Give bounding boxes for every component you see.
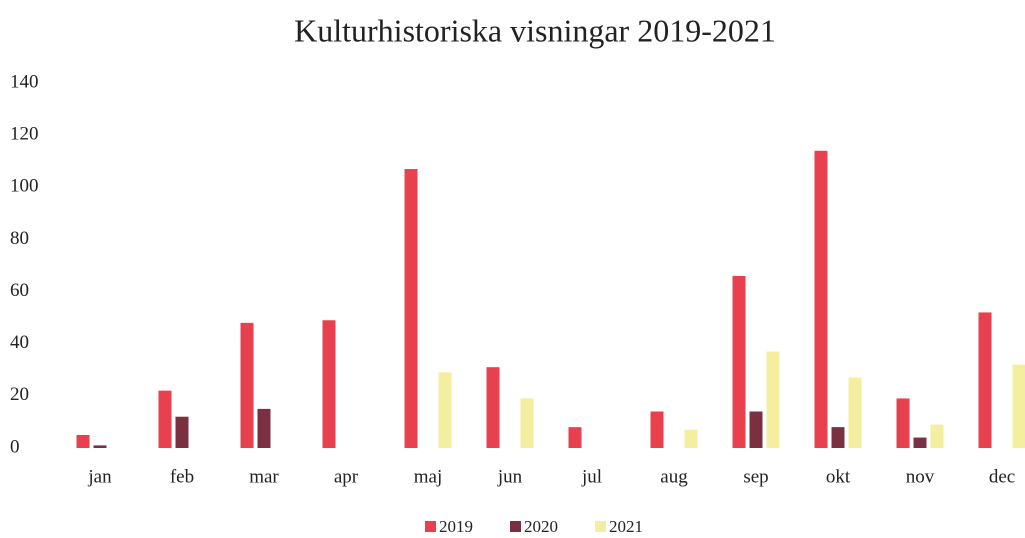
bar <box>93 445 107 448</box>
bar <box>896 398 910 448</box>
x-tick-label: jul <box>581 466 602 487</box>
bar <box>568 427 582 448</box>
x-tick-label: sep <box>743 466 768 487</box>
x-tick-label: okt <box>826 466 851 487</box>
bar <box>978 312 992 448</box>
legend-label: 2020 <box>524 517 558 536</box>
x-tick-label: nov <box>906 466 935 487</box>
legend-label: 2021 <box>609 517 643 536</box>
x-tick-label: maj <box>414 466 443 487</box>
bar <box>684 429 698 448</box>
x-tick-label: jun <box>497 466 523 487</box>
y-tick-label: 120 <box>10 124 39 145</box>
bar <box>404 169 418 449</box>
bar <box>749 411 763 448</box>
bar <box>732 275 746 448</box>
bar <box>438 372 452 448</box>
legend-swatch <box>510 521 521 532</box>
bar <box>930 424 944 448</box>
bar <box>766 351 780 448</box>
y-tick-label: 80 <box>10 228 29 249</box>
bar <box>175 416 189 448</box>
bar <box>814 150 828 449</box>
legend-label: 2019 <box>439 517 473 536</box>
x-tick-label: apr <box>334 466 359 487</box>
bar <box>158 390 172 448</box>
bar <box>486 367 500 448</box>
bar <box>831 427 845 448</box>
bar <box>650 411 664 448</box>
bar <box>913 437 927 448</box>
bar <box>848 377 862 448</box>
x-tick-label: feb <box>170 466 194 487</box>
x-tick-label: dec <box>989 466 1015 487</box>
bar <box>1012 364 1025 448</box>
legend-swatch <box>595 521 606 532</box>
bar <box>322 320 336 448</box>
bar <box>520 398 534 448</box>
chart-title: Kulturhistoriska visningar 2019-2021 <box>294 12 776 48</box>
y-tick-label: 40 <box>10 332 29 353</box>
y-tick-label: 0 <box>10 436 20 457</box>
y-tick-label: 140 <box>10 71 39 92</box>
y-tick-label: 100 <box>10 176 39 197</box>
x-tick-label: aug <box>660 466 688 487</box>
y-tick-label: 20 <box>10 384 29 405</box>
bar <box>76 434 90 448</box>
y-tick-label: 60 <box>10 280 29 301</box>
legend-swatch <box>425 521 436 532</box>
x-tick-label: jan <box>87 466 112 487</box>
x-tick-label: mar <box>249 466 279 487</box>
bar <box>257 408 271 448</box>
bar <box>240 322 254 448</box>
